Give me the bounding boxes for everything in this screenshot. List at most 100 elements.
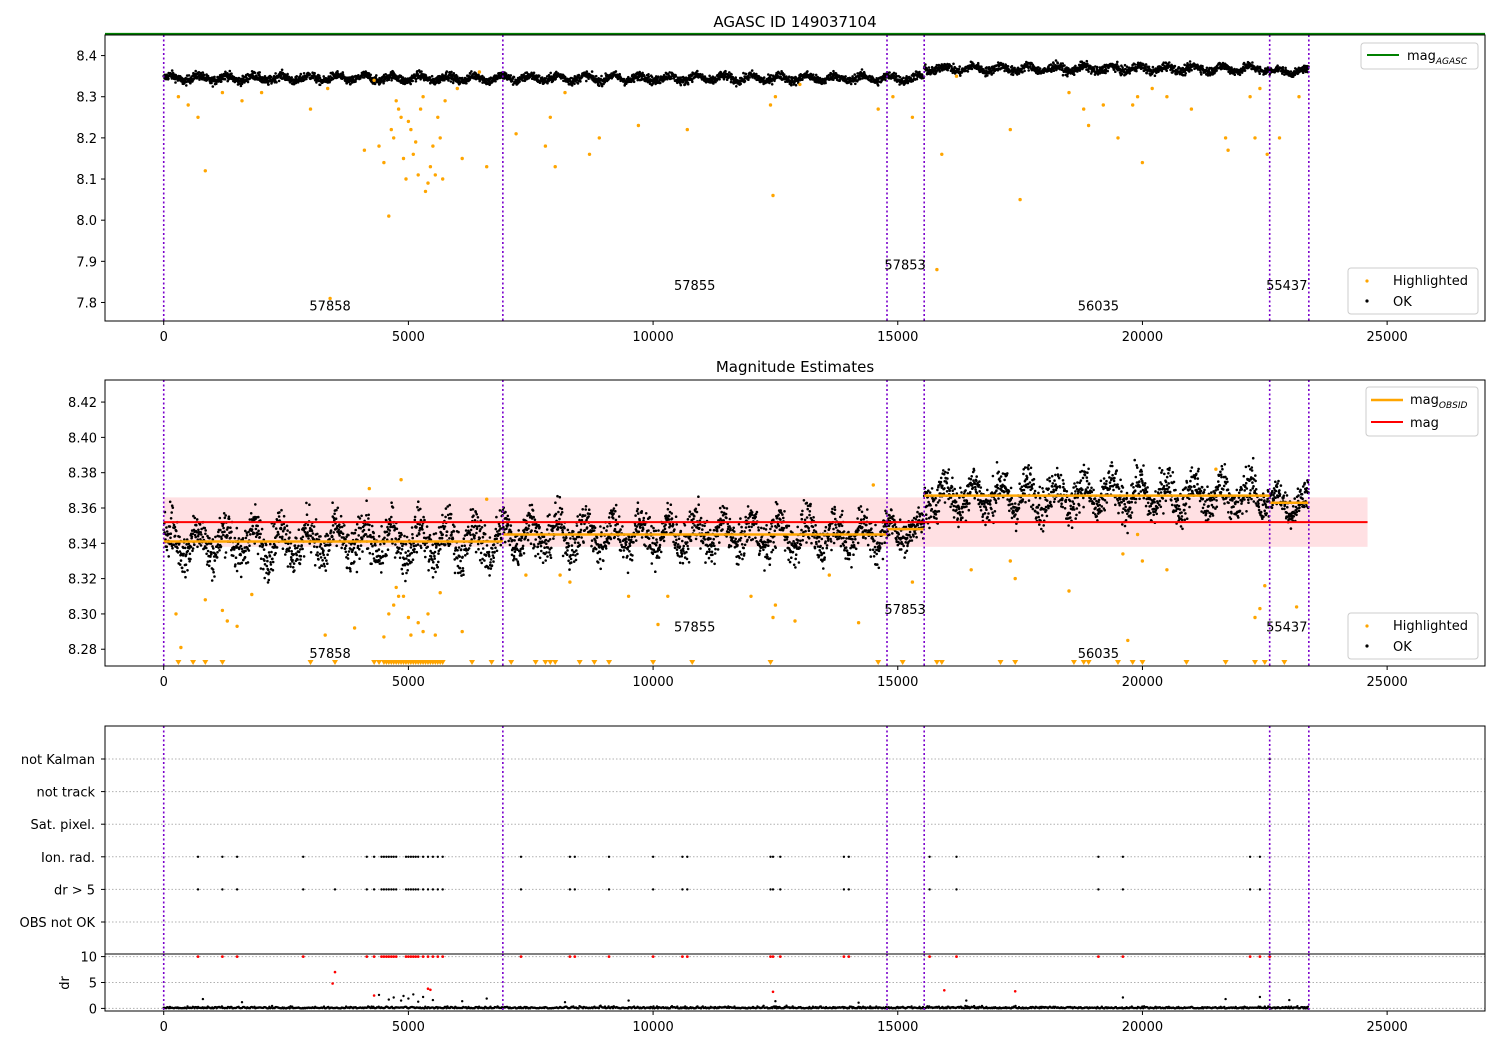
mag-ok-point: [381, 561, 385, 565]
mag-ok-point: [360, 537, 364, 540]
mag-ok-point: [413, 518, 417, 522]
agasc-x-tick-label: 10000: [632, 330, 673, 345]
agasc-highlighted-point: [362, 148, 367, 152]
mag-ok-point: [277, 515, 281, 518]
agasc-ok-point: [185, 84, 188, 87]
mag-ok-point: [412, 550, 416, 554]
agasc-ok-point: [318, 83, 322, 87]
agasc-ok-point: [299, 72, 303, 76]
mag-ok-point: [189, 545, 193, 549]
mag-ok-point: [267, 551, 271, 554]
mag-ok-point: [318, 566, 321, 569]
agasc-ok-point: [762, 76, 766, 79]
mag-ok-point: [260, 527, 264, 531]
agasc-ok-point: [1201, 64, 1204, 68]
mag-ok-point: [424, 555, 427, 559]
agasc-ok-point: [532, 71, 536, 75]
mag-ok-point: [432, 567, 436, 570]
mag-ok-point: [324, 534, 327, 538]
mag-ok-point: [400, 567, 404, 571]
mag-ok-point: [349, 569, 352, 573]
agasc-obsid-label: 56035: [1078, 300, 1119, 315]
mag-ok-point: [256, 524, 260, 528]
mag-ok-point: [346, 553, 350, 556]
mag-ok-point: [256, 552, 260, 556]
agasc-ok-point: [966, 70, 970, 73]
mag-ok-point: [422, 531, 426, 535]
agasc-ok-point: [970, 67, 974, 71]
agasc-ok-point: [224, 70, 227, 74]
agasc-ok-point: [414, 80, 418, 83]
agasc-ok-point: [860, 68, 864, 71]
agasc-ok-point: [258, 71, 262, 74]
mag-ok-point: [405, 535, 409, 539]
mag-ok-point: [168, 500, 172, 504]
agasc-ok-point: [1061, 62, 1064, 65]
mag-ok-point: [281, 547, 285, 550]
agasc-ok-point: [274, 72, 277, 75]
agasc-ok-point: [420, 70, 423, 73]
agasc-highlighted-point: [543, 144, 548, 148]
mag-ok-point: [186, 569, 189, 572]
agasc-ok-point: [647, 75, 651, 78]
mag-ok-point: [292, 562, 296, 565]
agasc-ok-point: [801, 78, 804, 81]
mag-ok-point: [410, 551, 414, 555]
mag-ok-point: [314, 518, 318, 521]
mag-ok-point: [357, 534, 361, 537]
agasc-highlighted-point: [1258, 86, 1262, 91]
legend-ok-marker: [1365, 299, 1369, 303]
agasc-highlighted-point: [396, 107, 401, 111]
agasc-ok-point: [575, 78, 579, 82]
agasc-ok-point: [744, 72, 748, 76]
agasc-ok-point: [206, 74, 210, 78]
mag-ok-point: [344, 537, 347, 541]
mag-ok-point: [421, 528, 424, 531]
agasc-highlighted-point: [1248, 95, 1252, 99]
mag-ok-point: [323, 556, 327, 560]
agasc-x-tick-label: 15000: [877, 330, 918, 345]
mag-ok-point: [189, 557, 192, 561]
mag-ok-point: [186, 549, 190, 553]
agasc-ok-point: [1061, 73, 1065, 77]
agasc-ok-point: [305, 77, 308, 81]
agasc-ok-point: [918, 70, 921, 74]
mag-ok-point: [262, 548, 266, 551]
mag-ok-point: [276, 530, 280, 534]
agasc-ok-point: [239, 84, 243, 88]
mag-ok-point: [423, 549, 427, 553]
agasc-ok-point: [1188, 60, 1192, 63]
mag-ok-point: [334, 517, 338, 520]
mag-ok-point: [245, 534, 249, 537]
mag-ok-point: [176, 546, 179, 550]
agasc-ok-point: [1017, 72, 1021, 75]
agasc-highlighted-point: [382, 160, 386, 165]
agasc-highlighted-point: [428, 165, 433, 169]
mag-ok-point: [237, 537, 241, 540]
mag-ok-point: [313, 545, 316, 548]
mag-ok-point: [436, 565, 440, 569]
mag-ok-point: [370, 562, 373, 566]
mag-ok-point: [218, 516, 222, 520]
agasc-ok-point: [600, 84, 604, 88]
mag-ok-point: [343, 546, 347, 550]
agasc-ok-point: [952, 62, 955, 66]
mag-ok-point: [269, 563, 273, 566]
agasc-highlighted-point: [514, 132, 518, 136]
mag-ok-point: [443, 525, 447, 528]
mag-ok-point: [355, 570, 359, 574]
mag-ok-point: [244, 536, 248, 540]
agasc-highlighted-point: [685, 127, 689, 132]
agasc-ok-point: [1251, 61, 1254, 64]
agasc-highlighted-point: [411, 152, 415, 156]
mag-ok-point: [223, 530, 226, 533]
agasc-ok-point: [1114, 70, 1117, 73]
agasc-ok-point: [374, 76, 378, 79]
mag-ok-point: [212, 547, 215, 550]
mag-ok-point: [439, 547, 442, 551]
agasc-highlighted-point: [1265, 152, 1269, 156]
mag-ok-point: [249, 533, 252, 536]
agasc-highlighted-point: [406, 119, 411, 124]
agasc-ok-point: [518, 80, 521, 83]
mag-ok-point: [239, 553, 242, 557]
